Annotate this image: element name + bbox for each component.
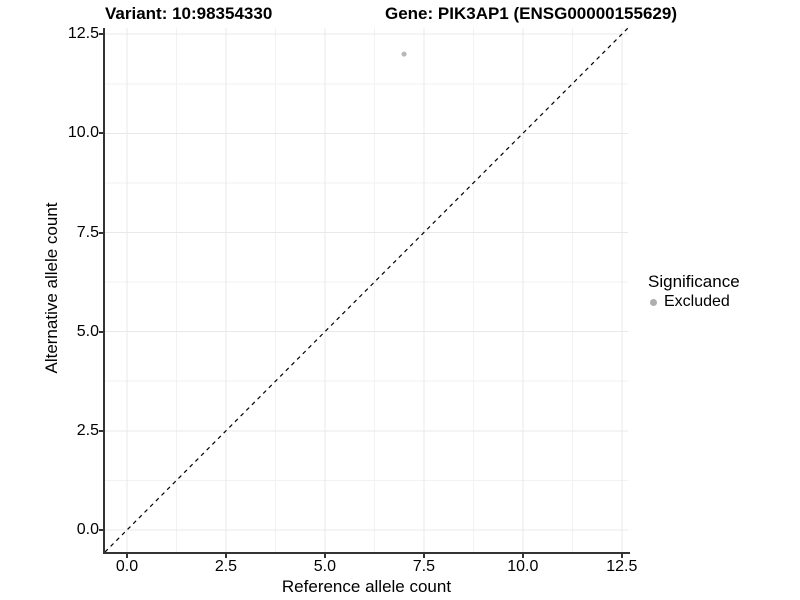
identity-line bbox=[104, 27, 629, 553]
x-tick-label: 2.5 bbox=[214, 558, 238, 575]
x-tick-label: 0.0 bbox=[115, 558, 139, 575]
y-tick-mark bbox=[99, 231, 103, 234]
legend-title: Significance bbox=[648, 272, 740, 291]
legend-key-dot-icon bbox=[650, 298, 657, 306]
x-tick-mark bbox=[224, 554, 227, 558]
x-tick-label: 12.5 bbox=[606, 558, 638, 575]
plot-canvas bbox=[104, 27, 629, 553]
plot-title-variant: Variant: 10:98354330 bbox=[105, 4, 273, 23]
y-tick-mark bbox=[99, 528, 103, 531]
y-tick-label: 0.0 bbox=[76, 520, 99, 538]
x-tick-label: 5.0 bbox=[313, 558, 337, 575]
legend: Significance Excluded bbox=[648, 272, 740, 311]
x-tick-mark bbox=[620, 554, 623, 558]
legend-item-label: Excluded bbox=[664, 293, 730, 310]
x-axis-line bbox=[103, 552, 630, 554]
y-tick-label: 12.5 bbox=[67, 25, 99, 43]
legend-item: Excluded bbox=[648, 293, 740, 311]
y-tick-mark bbox=[99, 429, 103, 432]
y-tick-label: 2.5 bbox=[76, 421, 99, 439]
x-tick-mark bbox=[521, 554, 524, 558]
x-tick-label: 7.5 bbox=[412, 558, 435, 575]
y-tick-mark bbox=[99, 33, 103, 36]
y-tick-label: 5.0 bbox=[76, 322, 99, 340]
x-tick-label: 10.0 bbox=[507, 558, 539, 575]
y-tick-mark bbox=[99, 132, 103, 135]
legend-items: Excluded bbox=[648, 293, 740, 311]
y-tick-mark bbox=[99, 330, 103, 333]
data-point bbox=[401, 51, 407, 57]
y-axis-line bbox=[103, 28, 105, 554]
plot-panel bbox=[104, 27, 629, 553]
x-tick-mark bbox=[323, 554, 326, 558]
plot-title-gene: Gene: PIK3AP1 (ENSG00000155629) bbox=[385, 4, 677, 23]
x-tick-mark bbox=[126, 554, 128, 558]
x-axis-title: Reference allele count bbox=[281, 577, 452, 596]
y-tick-label: 7.5 bbox=[76, 223, 99, 241]
x-tick-mark bbox=[422, 554, 425, 558]
y-axis-title: Alternative allele count bbox=[42, 202, 61, 374]
y-tick-label: 10.0 bbox=[67, 124, 99, 142]
